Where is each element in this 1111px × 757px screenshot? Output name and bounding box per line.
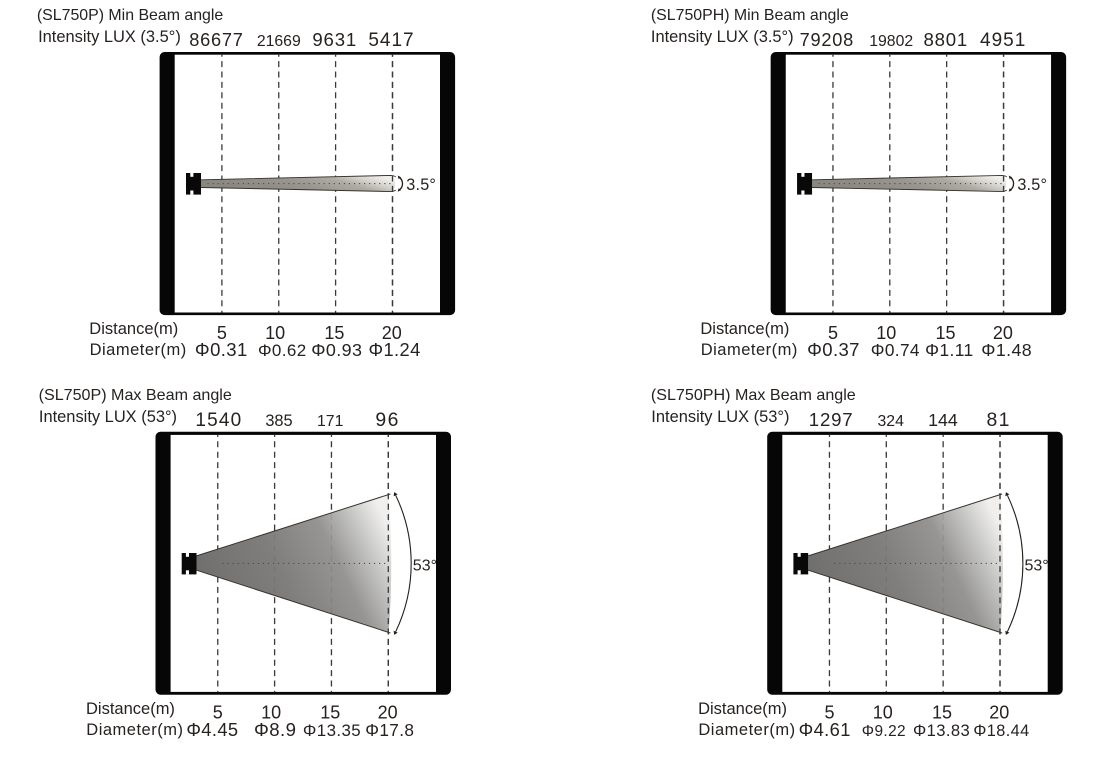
svg-text:1297: 1297	[809, 409, 854, 430]
svg-text:9631: 9631	[312, 29, 357, 50]
svg-text:Φ13.35: Φ13.35	[303, 721, 361, 740]
svg-text:10: 10	[873, 703, 893, 723]
svg-text:10: 10	[876, 323, 896, 343]
svg-text:3.5°: 3.5°	[406, 176, 436, 194]
svg-text:10: 10	[265, 323, 285, 343]
svg-text:Φ0.37: Φ0.37	[807, 339, 860, 360]
svg-text:Φ1.11: Φ1.11	[925, 340, 973, 360]
svg-text:Diameter(m): Diameter(m)	[86, 721, 183, 739]
svg-text:Diameter(m): Diameter(m)	[698, 721, 795, 739]
svg-text:324: 324	[878, 413, 905, 430]
svg-text:1540: 1540	[195, 410, 242, 431]
svg-text:79208: 79208	[800, 30, 854, 50]
svg-text:Distance(m): Distance(m)	[700, 320, 789, 338]
svg-text:81: 81	[987, 409, 1011, 431]
svg-text:Φ1.24: Φ1.24	[369, 339, 421, 360]
svg-text:8801: 8801	[924, 29, 969, 50]
svg-text:Φ9.22: Φ9.22	[862, 723, 906, 740]
svg-text:20: 20	[382, 323, 402, 343]
svg-text:19802: 19802	[869, 33, 913, 50]
svg-text:(SL750P) Min Beam angle: (SL750P) Min Beam angle	[37, 7, 224, 24]
svg-text:Φ0.93: Φ0.93	[311, 340, 362, 360]
svg-text:Intensity LUX (53°): Intensity LUX (53°)	[651, 408, 789, 426]
svg-text:Distance(m): Distance(m)	[698, 700, 787, 718]
svg-text:5: 5	[824, 703, 834, 723]
svg-text:Intensity LUX (53°): Intensity LUX (53°)	[39, 408, 177, 426]
svg-text:Φ17.8: Φ17.8	[365, 720, 414, 740]
svg-text:Diameter(m): Diameter(m)	[701, 341, 798, 359]
svg-text:5: 5	[828, 323, 838, 343]
svg-text:15: 15	[324, 323, 344, 343]
svg-text:171: 171	[317, 413, 344, 430]
svg-text:Φ0.62: Φ0.62	[258, 341, 307, 360]
svg-text:4951: 4951	[980, 30, 1026, 51]
svg-text:Intensity LUX (3.5°): Intensity LUX (3.5°)	[38, 28, 181, 46]
svg-text:96: 96	[375, 409, 399, 431]
svg-text:53°: 53°	[413, 558, 437, 575]
svg-text:Diameter(m): Diameter(m)	[90, 341, 187, 359]
svg-text:10: 10	[261, 703, 281, 723]
svg-text:21669: 21669	[257, 33, 301, 50]
svg-text:Distance(m): Distance(m)	[86, 700, 175, 718]
svg-text:3.5°: 3.5°	[1017, 176, 1047, 194]
svg-text:20: 20	[378, 703, 398, 723]
svg-text:Intensity LUX (3.5°): Intensity LUX (3.5°)	[651, 28, 794, 46]
svg-text:(SL750PH) Min Beam angle: (SL750PH) Min Beam angle	[651, 7, 849, 24]
svg-text:Φ0.74: Φ0.74	[871, 340, 920, 360]
svg-text:Φ4.61: Φ4.61	[799, 719, 851, 740]
svg-text:15: 15	[932, 703, 952, 723]
svg-text:15: 15	[320, 703, 340, 723]
svg-text:Φ18.44: Φ18.44	[973, 722, 1029, 740]
svg-text:385: 385	[265, 412, 292, 430]
svg-text:(SL750P) Max Beam angle: (SL750P) Max Beam angle	[39, 386, 232, 404]
svg-text:15: 15	[935, 323, 955, 343]
svg-text:86677: 86677	[189, 30, 243, 50]
svg-text:5: 5	[213, 703, 223, 723]
svg-text:(SL750PH) Max Beam angle: (SL750PH) Max Beam angle	[651, 386, 856, 404]
svg-text:20: 20	[993, 323, 1013, 343]
svg-text:5: 5	[217, 323, 227, 343]
svg-text:Distance(m): Distance(m)	[89, 320, 178, 338]
svg-text:Φ1.48: Φ1.48	[981, 340, 1032, 360]
svg-text:20: 20	[989, 703, 1009, 723]
svg-text:144: 144	[928, 410, 958, 430]
svg-text:Φ4.45: Φ4.45	[186, 719, 238, 740]
svg-text:Φ8.9: Φ8.9	[254, 719, 296, 740]
svg-text:Φ13.83: Φ13.83	[913, 721, 970, 740]
svg-text:53°: 53°	[1025, 558, 1049, 575]
svg-text:Φ0.31: Φ0.31	[195, 339, 248, 360]
svg-text:5417: 5417	[368, 30, 414, 51]
